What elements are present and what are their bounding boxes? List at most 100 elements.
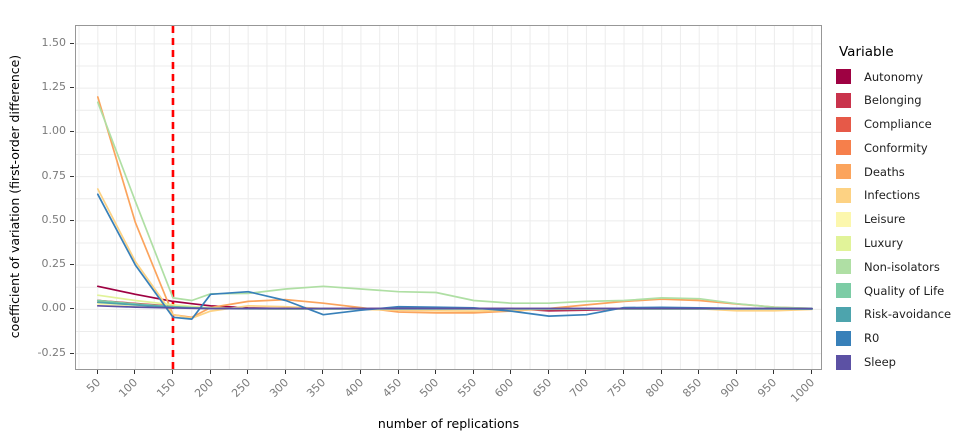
x-tick-mark: [698, 370, 700, 374]
plot-panel: [75, 25, 822, 370]
y-tick-label: 0.50: [41, 212, 67, 226]
x-tick-mark: [735, 370, 737, 374]
x-tick-mark: [810, 370, 812, 374]
legend-item-infections: Infections: [836, 187, 951, 203]
x-tick-label: 400: [342, 376, 367, 401]
x-tick-mark: [284, 370, 286, 374]
x-tick-mark: [510, 370, 512, 374]
legend-label: Belonging: [864, 93, 922, 108]
legend-title: Variable: [839, 44, 894, 60]
x-tick-mark: [209, 370, 211, 374]
legend-swatch: [836, 211, 851, 227]
x-tick-mark: [96, 370, 98, 374]
legend-label: Deaths: [864, 164, 905, 179]
legend-item-risk-avoidance: Risk-avoidance: [836, 306, 952, 322]
x-tick-label: 950: [755, 376, 780, 401]
x-tick-mark: [472, 370, 474, 374]
legend-swatch: [836, 187, 851, 203]
legend-item-r0: R0: [836, 330, 951, 346]
legend-label: Quality of Life: [864, 283, 945, 298]
legend-label: R0: [864, 331, 880, 346]
legend: Variable Autonomy Belonging Compliance Conf…: [836, 44, 951, 378]
legend-swatch: [836, 330, 851, 346]
series-line-sleep: [96, 304, 813, 310]
y-axis-title: coefficient of variation (first-order di…: [7, 54, 22, 339]
x-tick-label: 300: [266, 376, 291, 401]
x-tick-label: 100: [116, 376, 141, 401]
x-tick-label: 600: [492, 376, 517, 401]
legend-swatch: [836, 283, 851, 299]
legend-item-autonomy: Autonomy: [836, 69, 951, 84]
legend-item-luxury: Luxury: [836, 235, 951, 251]
x-tick-label: 1000: [788, 376, 818, 405]
x-tick-label: 200: [191, 376, 216, 401]
x-tick-label: 550: [454, 376, 479, 401]
legend-label: Conformity: [864, 140, 928, 155]
x-axis-title: number of replications: [377, 416, 520, 431]
legend-item-deaths: Deaths: [836, 164, 951, 180]
x-tick-label: 900: [717, 376, 742, 401]
x-tick-label: 800: [642, 376, 667, 401]
legend-label: Sleep: [864, 355, 896, 370]
plot-canvas: [76, 26, 821, 369]
x-tick-label: 250: [229, 376, 254, 401]
legend-swatch: [836, 69, 851, 84]
legend-swatch: [836, 354, 851, 370]
legend-swatch: [836, 306, 851, 322]
y-tick-mark: [70, 308, 74, 310]
x-tick-label: 650: [530, 376, 555, 401]
legend-label: Non-isolators: [864, 259, 940, 274]
x-tick-mark: [585, 370, 587, 374]
legend-swatch: [836, 92, 851, 108]
x-tick-mark: [171, 370, 173, 374]
y-tick-label: 1.00: [41, 124, 67, 138]
legend-item-sleep: Sleep: [836, 354, 951, 370]
x-tick-mark: [134, 370, 136, 374]
x-tick-mark: [397, 370, 399, 374]
legend-item-compliance: Compliance: [836, 116, 951, 132]
legend-swatch: [836, 140, 851, 156]
y-tick-mark: [70, 175, 74, 177]
y-tick-label: 0.00: [41, 301, 67, 315]
legend-label: Compliance: [864, 117, 932, 132]
x-tick-mark: [660, 370, 662, 374]
legend-label: Infections: [864, 188, 921, 203]
y-tick-mark: [70, 42, 74, 44]
y-tick-label: 1.25: [41, 80, 67, 94]
x-tick-label: 50: [83, 376, 103, 396]
series-line-deaths: [96, 96, 813, 319]
x-tick-mark: [359, 370, 361, 374]
x-tick-mark: [322, 370, 324, 374]
y-tick-label: 0.75: [41, 168, 67, 182]
x-tick-label: 350: [304, 376, 329, 401]
legend-label: Autonomy: [864, 69, 924, 84]
x-tick-mark: [547, 370, 549, 374]
y-tick-mark: [70, 87, 74, 89]
x-tick-mark: [623, 370, 625, 374]
x-tick-label: 450: [379, 376, 404, 401]
legend-item-non-isolators: Non-isolators: [836, 259, 951, 275]
x-tick-mark: [773, 370, 775, 374]
x-tick-mark: [435, 370, 437, 374]
legend-item-belonging: Belonging: [836, 92, 951, 108]
legend-item-quality-of-life: Quality of Life: [836, 283, 951, 299]
legend-label: Risk-avoidance: [864, 307, 952, 322]
x-tick-label: 150: [154, 376, 179, 401]
legend-item-conformity: Conformity: [836, 140, 951, 156]
x-tick-label: 500: [417, 376, 442, 401]
legend-swatch: [836, 235, 851, 251]
y-tick-label: -0.25: [37, 345, 66, 359]
y-tick-label: 1.50: [41, 35, 67, 49]
y-tick-mark: [70, 131, 74, 133]
y-tick-mark: [70, 352, 74, 354]
x-tick-label: 750: [605, 376, 630, 401]
y-tick-mark: [70, 219, 74, 221]
legend-swatch: [836, 116, 851, 132]
legend-swatch: [836, 164, 851, 180]
y-tick-mark: [70, 264, 74, 266]
legend-label: Luxury: [864, 236, 904, 251]
x-tick-label: 700: [567, 376, 592, 401]
legend-items: Autonomy Belonging Compliance Conformity Dea…: [836, 69, 951, 370]
x-tick-mark: [247, 370, 249, 374]
